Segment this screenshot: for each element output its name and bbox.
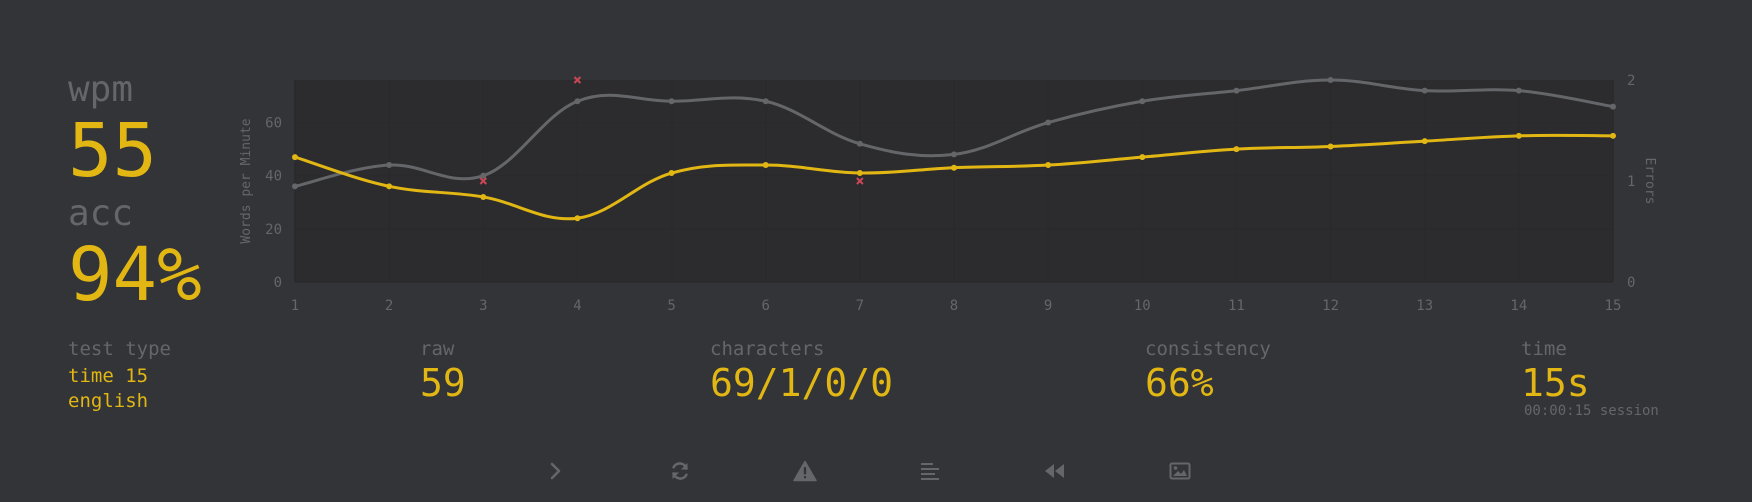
y-tick-label: 0 [274, 275, 282, 291]
report-button[interactable] [785, 454, 825, 488]
time-value: 15s [1521, 361, 1590, 405]
raw-point [1421, 87, 1428, 94]
raw-point [386, 162, 393, 169]
x-tick-label: 4 [573, 298, 581, 314]
image-icon [1169, 462, 1191, 480]
y-tick-label: 20 [265, 222, 282, 238]
raw-point [1515, 87, 1522, 94]
y2-tick-label: 0 [1627, 275, 1635, 291]
backward-icon [1045, 464, 1064, 478]
x-tick-label: 6 [761, 298, 769, 314]
x-tick-label: 15 [1605, 298, 1622, 314]
raw-point [1233, 87, 1240, 94]
warning-icon [793, 460, 817, 482]
y2-tick-label: 2 [1627, 73, 1635, 89]
raw-point [668, 98, 675, 105]
x-tick-label: 11 [1228, 298, 1245, 314]
raw-point [856, 140, 863, 147]
y-tick-label: 40 [265, 169, 282, 185]
x-tick-label: 14 [1510, 298, 1527, 314]
wpm-point [292, 154, 298, 161]
wpm-label: wpm [68, 69, 134, 110]
replay-button[interactable] [1035, 454, 1075, 488]
wpm-point [386, 183, 393, 190]
raw-point [574, 98, 581, 105]
wpm-point [1139, 154, 1146, 161]
raw-line [294, 78, 1614, 188]
raw-label: raw [420, 338, 455, 360]
wpm-point [1515, 132, 1522, 139]
word-history-button[interactable] [910, 454, 950, 488]
acc-label: acc [68, 193, 134, 234]
y2-tick-label: 1 [1627, 174, 1635, 190]
error-marker [856, 177, 864, 185]
raw-point [1327, 77, 1334, 83]
x-tick-label: 8 [950, 298, 958, 314]
raw-point [762, 98, 769, 105]
x-tick-label: 2 [385, 298, 393, 314]
error-marker [573, 76, 582, 84]
wpm-point [1045, 162, 1052, 169]
acc-value: 94% [68, 232, 202, 318]
x-tick-label: 7 [856, 298, 864, 314]
consistency-label: consistency [1145, 338, 1271, 360]
x-tick-label: 5 [667, 298, 675, 314]
next-test-button[interactable] [535, 454, 575, 488]
x-tick-label: 9 [1044, 298, 1052, 314]
session-time: 00:00:15 session [1524, 403, 1659, 419]
align-left-icon [921, 463, 939, 480]
y-tick-label: 60 [265, 116, 282, 132]
consistency-value: 66% [1145, 361, 1214, 405]
raw-point [1045, 119, 1052, 126]
refresh-icon [672, 462, 688, 480]
raw-point [1610, 103, 1616, 110]
y2-axis-title: Errors [1642, 158, 1657, 205]
raw-point [1139, 98, 1146, 105]
chevron-right-icon [550, 462, 561, 480]
wpm-point [1421, 138, 1428, 145]
raw-point [292, 183, 298, 190]
x-tick-label: 1 [291, 298, 299, 314]
wpm-point [762, 162, 769, 169]
wpm-point [574, 215, 581, 222]
characters-label: characters [710, 338, 825, 360]
x-tick-label: 3 [479, 298, 487, 314]
wpm-point [856, 170, 863, 177]
x-tick-label: 13 [1416, 298, 1433, 314]
wpm-point [951, 164, 957, 171]
wpm-point [1610, 132, 1616, 139]
test-type-language: english [68, 390, 149, 412]
x-tick-label: 10 [1134, 298, 1151, 314]
x-tick-label: 12 [1322, 298, 1339, 314]
wpm-point [1233, 146, 1240, 153]
test-type-label: test type [68, 338, 171, 360]
restart-test-button[interactable] [660, 454, 700, 488]
time-label: time [1521, 338, 1567, 360]
raw-point [480, 172, 487, 179]
test-type-mode: time 15 [68, 365, 149, 387]
characters-value: 69/1/0/0 [710, 361, 894, 405]
screenshot-button[interactable] [1160, 454, 1200, 488]
raw-point [951, 151, 957, 158]
wpm-point [1327, 143, 1334, 150]
wpm-point [668, 170, 675, 177]
wpm-value: 55 [68, 108, 158, 194]
raw-value: 59 [420, 361, 466, 405]
error-marker [479, 177, 487, 185]
y-axis-title: Words per Minute [239, 118, 254, 243]
wpm-point [480, 193, 487, 200]
